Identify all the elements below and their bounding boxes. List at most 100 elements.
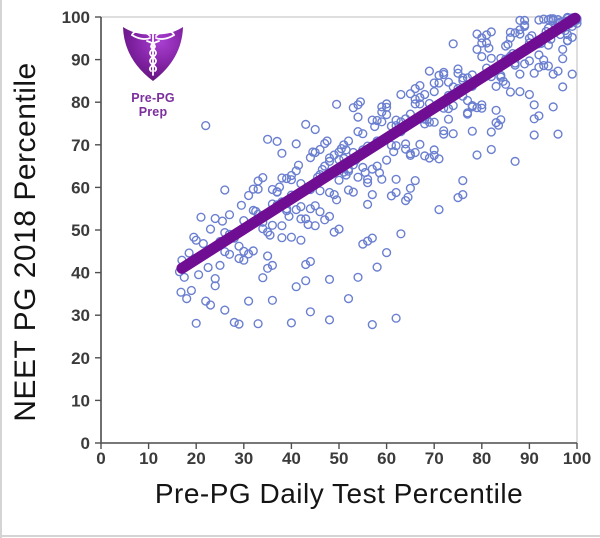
scatter-point: [410, 94, 420, 104]
scatter-point: [367, 164, 377, 174]
scatter-point: [543, 61, 554, 71]
scatter-point: [310, 124, 320, 135]
scatter-point: [453, 193, 463, 203]
scatter-point: [322, 136, 332, 146]
caduceus-icon: [130, 24, 176, 76]
scatter-point: [510, 28, 520, 38]
scatter-point: [194, 270, 204, 280]
trend-line: [176, 12, 581, 274]
x-tick-label: 70: [425, 449, 444, 468]
scatter-point: [486, 127, 496, 137]
scatter-point: [253, 319, 263, 329]
scatter-point: [562, 29, 573, 40]
x-tick-label: 60: [377, 449, 396, 468]
scatter-point: [303, 219, 313, 230]
scatter-point: [353, 127, 363, 137]
scatter-point: [267, 220, 278, 230]
scatter-point: [263, 251, 273, 261]
scatter-point: [358, 129, 368, 139]
scatter-point: [505, 87, 516, 97]
scatter-point: [277, 173, 287, 183]
scatter-point: [386, 191, 397, 201]
y-tick-label: 20: [71, 349, 90, 368]
y-tick-label: 40: [71, 264, 90, 283]
scatter-point: [196, 212, 206, 222]
scatter-point: [258, 273, 268, 283]
scatter-point: [215, 260, 225, 271]
axis-lines: [100, 17, 577, 444]
scatter-point: [405, 183, 416, 193]
y-tick-label: 80: [71, 93, 90, 112]
scatter-point: [324, 315, 335, 325]
scatter-point: [405, 89, 416, 99]
scatter-point: [534, 62, 544, 72]
scatter-point: [272, 187, 282, 197]
scatter-point: [244, 296, 254, 306]
x-tick-label: 40: [282, 449, 301, 468]
scatter-point: [248, 205, 258, 216]
scatter-point: [529, 68, 539, 78]
scatter-point: [348, 103, 358, 113]
scatter-point: [382, 99, 392, 109]
scatter-point: [519, 15, 530, 26]
scatter-point: [439, 69, 449, 80]
scatter-point: [462, 108, 473, 118]
scatter-point: [305, 204, 316, 214]
scatter-point: [524, 56, 535, 66]
scatter-point: [234, 241, 244, 251]
scatter-point: [286, 175, 297, 185]
scatter-point: [336, 144, 347, 154]
scatter-point: [282, 173, 292, 184]
scatter-point: [567, 69, 577, 79]
scatter-point: [484, 43, 494, 53]
scatter-point: [548, 102, 558, 112]
scatter-point: [301, 214, 311, 224]
scatter-point: [370, 121, 380, 132]
scatter-point: [382, 102, 392, 112]
scatter-point: [201, 296, 211, 306]
scatter-point: [477, 100, 487, 110]
scatter-point: [220, 305, 230, 315]
y-tick-label: 100: [62, 8, 90, 27]
scatter-point: [558, 82, 568, 92]
scatter-point: [501, 41, 511, 51]
y-axis-title: NEET PG 2018 Percentile: [9, 62, 42, 422]
scatter-point: [391, 115, 401, 125]
scatter-point: [434, 205, 444, 215]
scatter-point: [305, 256, 316, 267]
scatter-point: [429, 150, 439, 161]
scatter-point: [519, 20, 530, 30]
scatter-point: [477, 103, 487, 113]
scatter-point: [353, 172, 363, 182]
x-tick-label: 80: [472, 449, 491, 468]
scatter-point: [263, 134, 273, 144]
scatter-point: [210, 281, 220, 291]
scatter-point: [558, 44, 568, 55]
scatter-point: [176, 287, 186, 297]
scatter-point: [179, 272, 189, 282]
scatter-point: [343, 185, 354, 195]
scatter-point: [248, 184, 258, 194]
scatter-point: [519, 59, 530, 69]
scatter-point: [534, 15, 544, 25]
x-tick-label: 0: [96, 449, 105, 468]
scatter-point: [424, 153, 435, 163]
scatter-point: [420, 151, 430, 161]
scatter-point: [403, 192, 413, 202]
scatter-point: [234, 253, 244, 264]
scatter-point: [334, 175, 344, 185]
scatter-point: [510, 156, 520, 167]
scatter-point: [291, 282, 301, 292]
scatter-point: [515, 15, 525, 26]
logo-label: Pre-PG Prep: [131, 91, 175, 119]
scatter-point: [534, 111, 544, 121]
scatter-point: [496, 72, 506, 82]
scatter-point: [429, 78, 439, 88]
scatter-point: [239, 255, 249, 265]
scatter-point: [534, 50, 544, 60]
scatter-point: [277, 148, 287, 158]
scatter-point: [453, 68, 463, 78]
y-tick-label: 0: [81, 434, 90, 453]
scatter-point: [348, 187, 358, 197]
